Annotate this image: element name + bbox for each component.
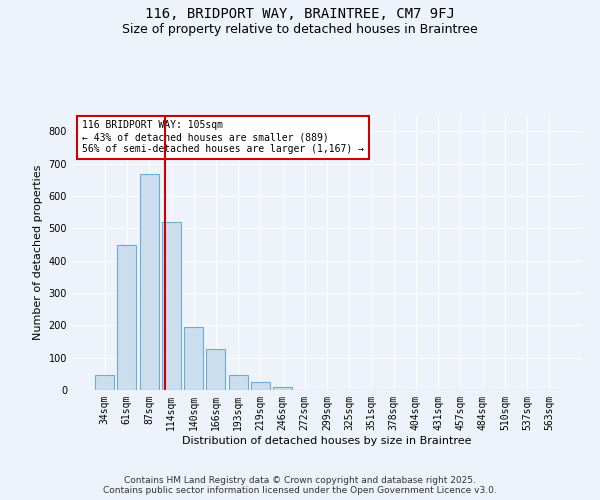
Bar (251, 382, 270, 390)
Bar (162, 222, 181, 390)
Bar (140, 174, 158, 390)
Y-axis label: Number of detached properties: Number of detached properties (33, 165, 43, 340)
Text: 116 BRIDPORT WAY: 105sqm
← 43% of detached houses are smaller (889)
56% of semi-: 116 BRIDPORT WAY: 105sqm ← 43% of detach… (82, 120, 364, 154)
Bar (118, 244, 136, 390)
Bar (184, 326, 203, 390)
Text: 116, BRIDPORT WAY, BRAINTREE, CM7 9FJ: 116, BRIDPORT WAY, BRAINTREE, CM7 9FJ (145, 8, 455, 22)
Bar (229, 375, 248, 390)
Bar (95, 375, 114, 390)
Bar (206, 349, 225, 390)
X-axis label: Distribution of detached houses by size in Braintree: Distribution of detached houses by size … (182, 436, 472, 446)
Text: Size of property relative to detached houses in Braintree: Size of property relative to detached ho… (122, 22, 478, 36)
Text: Contains HM Land Registry data © Crown copyright and database right 2025.
Contai: Contains HM Land Registry data © Crown c… (103, 476, 497, 495)
Bar (273, 387, 292, 390)
